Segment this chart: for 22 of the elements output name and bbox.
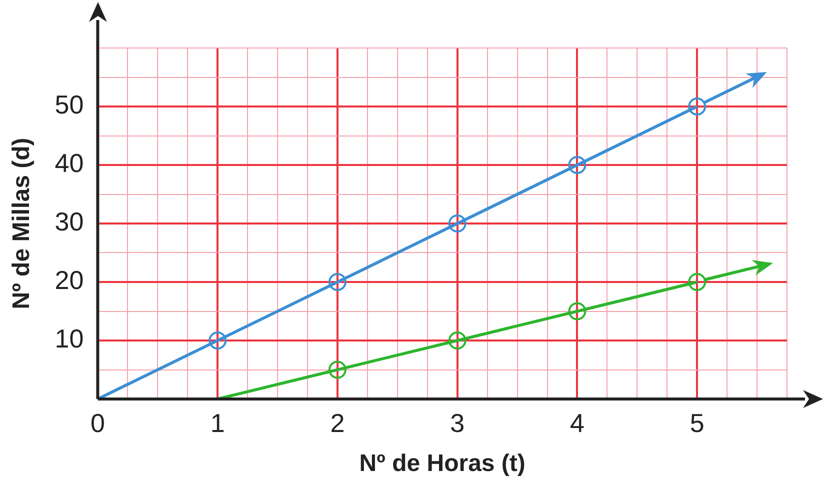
x-axis-title: Nº de Horas (t) bbox=[359, 450, 526, 478]
point bbox=[688, 98, 706, 116]
point bbox=[448, 214, 466, 232]
y-tick-label: 30 bbox=[54, 206, 84, 237]
x-tick-label: 0 bbox=[90, 408, 105, 438]
x-tick-label: 5 bbox=[690, 408, 704, 438]
point bbox=[328, 360, 346, 379]
point bbox=[568, 302, 586, 320]
y-tick-label: 40 bbox=[54, 148, 84, 178]
point bbox=[688, 273, 706, 291]
y-axis-title: Nº de Millas (d) bbox=[8, 138, 36, 310]
x-tick-label: 3 bbox=[450, 408, 465, 438]
point bbox=[448, 332, 466, 350]
y-tick-label: 20 bbox=[54, 265, 84, 296]
point bbox=[208, 332, 227, 350]
point bbox=[568, 156, 586, 174]
y-tick-label: 10 bbox=[54, 324, 84, 354]
y-tick-label: 50 bbox=[54, 90, 84, 120]
x-tick-label: 2 bbox=[330, 408, 345, 438]
point bbox=[328, 273, 346, 291]
x-tick-label: 4 bbox=[570, 408, 584, 438]
x-tick-label: 1 bbox=[210, 408, 225, 438]
